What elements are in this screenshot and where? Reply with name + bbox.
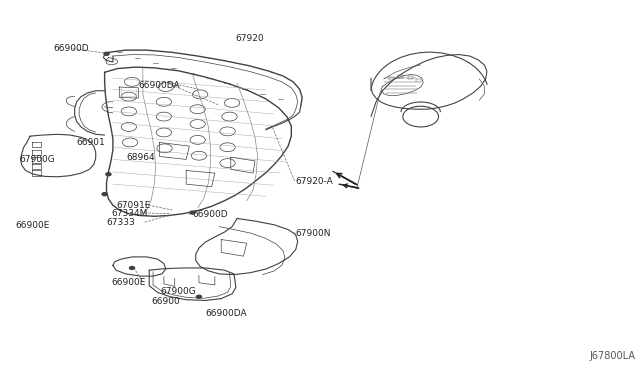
Text: J67800LA: J67800LA <box>589 352 636 361</box>
Circle shape <box>106 173 111 176</box>
Text: 67091E: 67091E <box>116 201 150 210</box>
Text: 67333: 67333 <box>106 218 135 227</box>
Text: 66900E: 66900E <box>111 278 145 287</box>
Text: 66900E: 66900E <box>15 221 50 230</box>
Circle shape <box>129 266 134 269</box>
Circle shape <box>190 211 195 214</box>
Text: 66900D: 66900D <box>54 44 89 53</box>
Text: 67900G: 67900G <box>161 287 196 296</box>
Text: 66900: 66900 <box>152 297 180 306</box>
Text: 66900DA: 66900DA <box>205 309 246 318</box>
Text: 67334M: 67334M <box>111 209 147 218</box>
Text: 67920-A: 67920-A <box>296 177 333 186</box>
Circle shape <box>102 193 107 196</box>
Text: 67900G: 67900G <box>19 155 55 164</box>
Text: 67920: 67920 <box>236 34 264 43</box>
Text: 66900DA: 66900DA <box>139 81 180 90</box>
Text: 66900D: 66900D <box>193 210 228 219</box>
Circle shape <box>196 295 202 298</box>
Text: 68964: 68964 <box>126 153 155 162</box>
Circle shape <box>104 52 109 55</box>
Text: 66901: 66901 <box>77 138 106 147</box>
Text: 67900N: 67900N <box>296 229 332 238</box>
